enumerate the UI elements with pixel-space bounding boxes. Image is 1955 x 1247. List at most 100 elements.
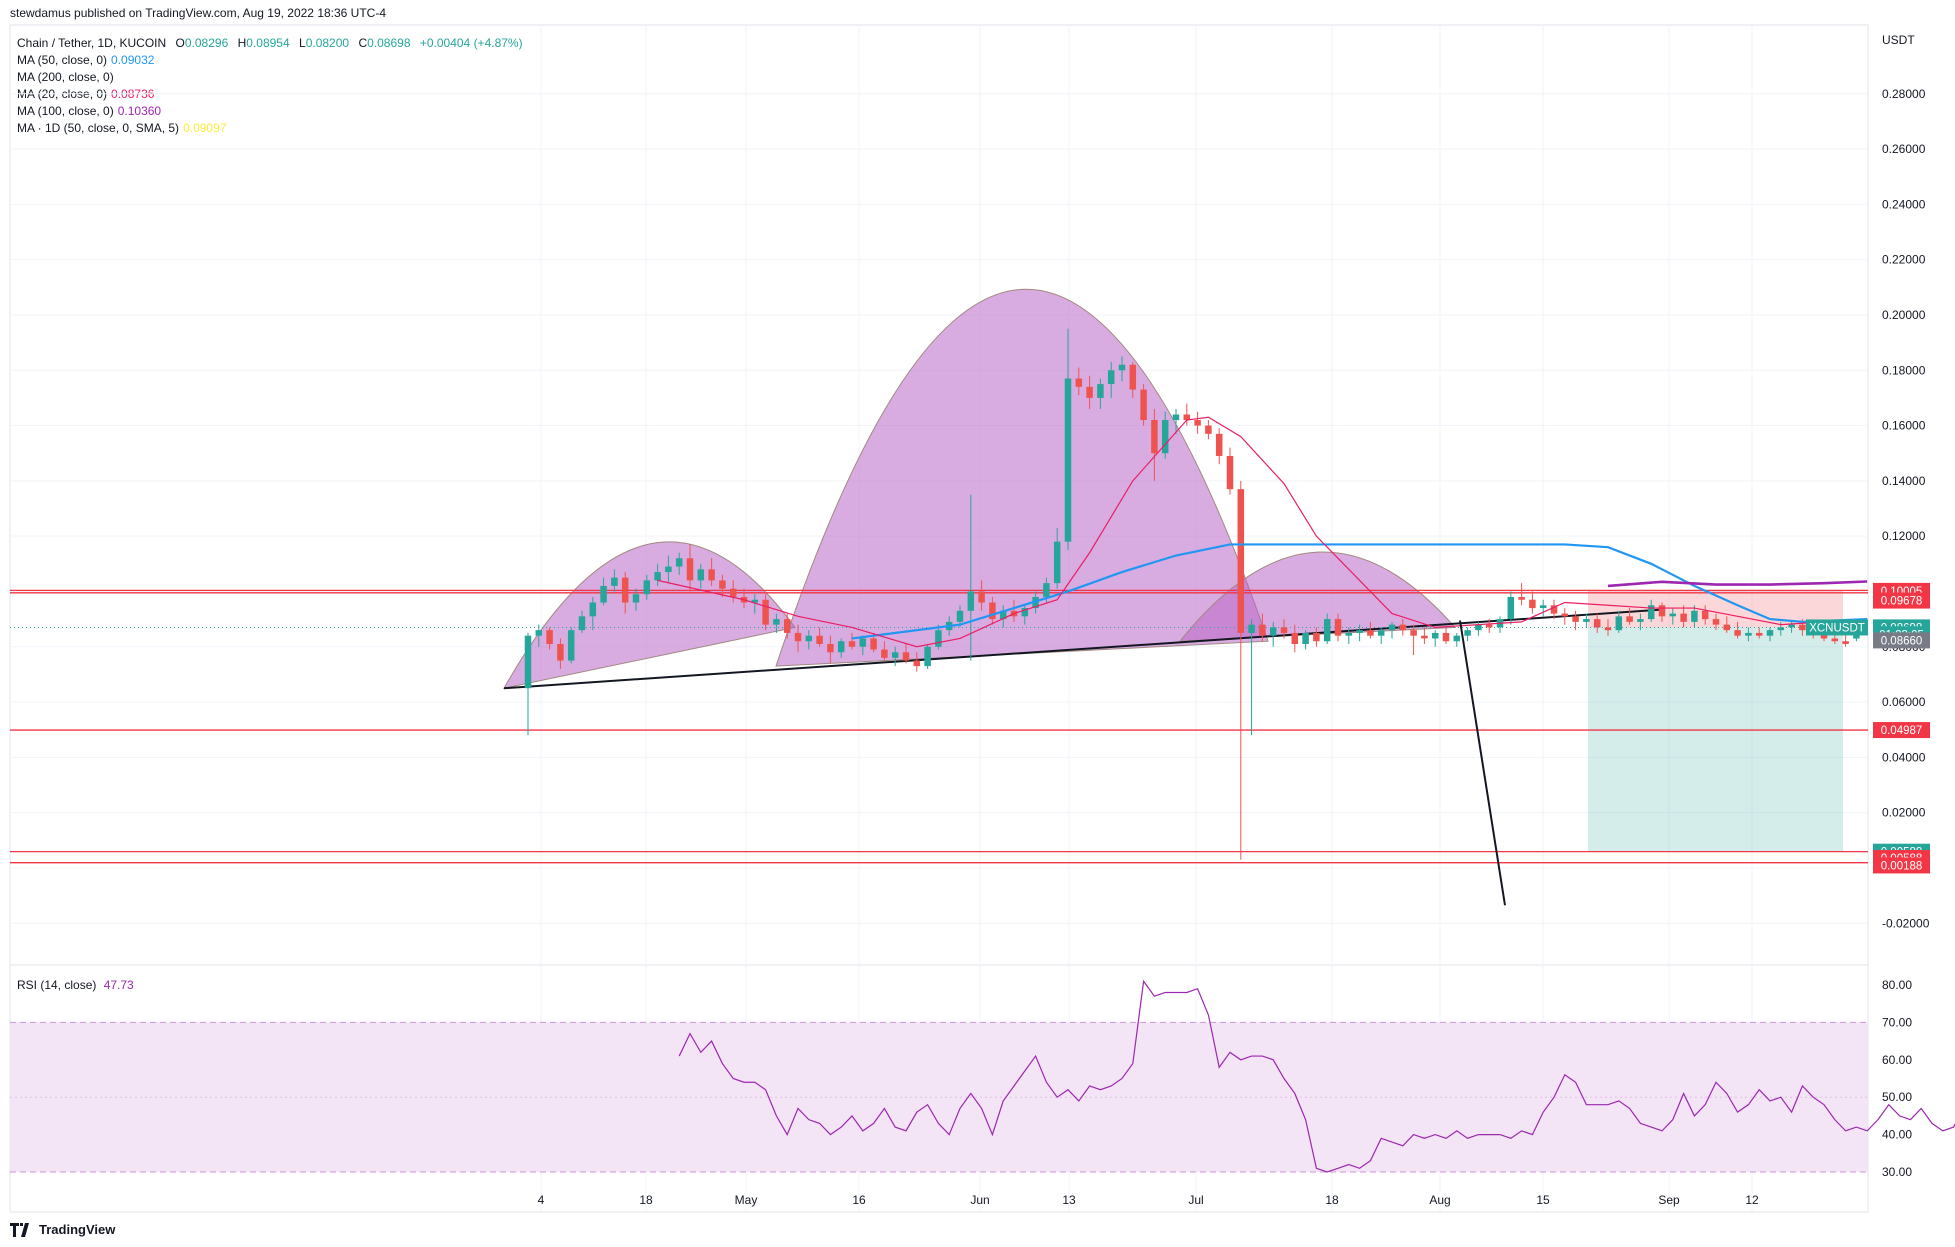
candle-body: [1788, 624, 1795, 628]
candle-body: [719, 580, 726, 589]
candle-body: [1021, 608, 1029, 617]
candle-body: [1399, 624, 1407, 631]
tradingview-logo[interactable]: TradingView: [10, 1222, 115, 1237]
candle-body: [1237, 489, 1245, 633]
ma20-line: [657, 416, 1868, 648]
symbol-legend-row[interactable]: Chain / Tether, 1D, KUCOIN O0.08296 H0.0…: [17, 35, 523, 52]
candle-body: [1367, 630, 1374, 636]
time-axis-label: 13: [1062, 1193, 1076, 1207]
candle-body: [1831, 638, 1839, 642]
candle-body: [1647, 605, 1655, 620]
price-tag-label: 0.00188: [1881, 860, 1923, 872]
price-tag-label: 0.04987: [1881, 725, 1923, 737]
candle-body: [1161, 420, 1169, 454]
candle-body: [1701, 610, 1709, 620]
indicator-value: 0.09097: [183, 121, 227, 135]
candle-body: [783, 619, 791, 633]
candles: [524, 328, 1860, 860]
rsi-axis-tick: 60.00: [1882, 1053, 1912, 1067]
price-axis-tick: 0.20000: [1882, 308, 1926, 322]
time-axis-label: 18: [1325, 1193, 1339, 1207]
price-axis-tick: -0.02000: [1882, 916, 1930, 930]
candle-body: [1248, 624, 1255, 633]
candle-body: [686, 558, 694, 581]
time-axis-label: 12: [1745, 1193, 1759, 1207]
candle-body: [729, 588, 737, 597]
time-axis-label: 4: [538, 1193, 545, 1207]
candle-body: [859, 638, 867, 647]
candle-body: [1734, 630, 1741, 636]
candle-body: [978, 591, 985, 603]
candle-body: [902, 652, 910, 661]
candle-body: [1604, 627, 1612, 631]
ma100-line: [1607, 580, 1868, 588]
candle-body: [1820, 632, 1828, 639]
moving-averages: [657, 416, 1868, 648]
indicator-ma50-row[interactable]: MA (50, close, 0) 0.09032: [17, 52, 523, 69]
candle-body: [1183, 414, 1191, 421]
tradingview-logo-icon: [10, 1222, 29, 1237]
price-tag: [1873, 592, 1930, 609]
indicator-ma100-row[interactable]: MA (100, close, 0) 0.10360: [17, 103, 523, 120]
price-axis-tick: 0.24000: [1882, 197, 1926, 211]
indicator-value: 0.09032: [111, 53, 155, 67]
candle-body: [1755, 632, 1763, 636]
candle-body: [1431, 632, 1439, 639]
low-label: L: [299, 36, 306, 50]
candle-body: [1151, 420, 1158, 454]
candle-body: [643, 580, 651, 595]
indicator-ma1d-row[interactable]: MA · 1D (50, close, 0, SMA, 5) 0.09097: [17, 120, 523, 137]
rsi-axis-tick: 80.00: [1882, 978, 1912, 992]
price-tag: [1873, 632, 1930, 649]
candle-body: [1777, 627, 1785, 631]
neckline: [503, 608, 1666, 690]
rsi-axis-tick: 70.00: [1882, 1015, 1912, 1029]
rsi-legend[interactable]: RSI (14, close) 47.73: [17, 978, 134, 992]
candle-body: [1053, 541, 1061, 584]
high-value: 0.08954: [246, 36, 290, 50]
candle-body: [805, 635, 813, 642]
candle-body: [1356, 630, 1363, 633]
take-profit-zone: [1588, 627, 1843, 852]
candle-body: [816, 635, 823, 644]
ma50-line: [851, 543, 1868, 640]
head-arc: [775, 288, 1269, 667]
candle-body: [1172, 414, 1180, 421]
position-zones: [1588, 590, 1843, 852]
candle-body: [1345, 632, 1353, 636]
candle-body: [1097, 384, 1104, 398]
candle-body: [1691, 610, 1698, 622]
candle-body: [1658, 605, 1666, 617]
chart-legend: Chain / Tether, 1D, KUCOIN O0.08296 H0.0…: [17, 35, 523, 137]
candle-body: [827, 643, 834, 653]
candle-body: [989, 602, 996, 620]
price-axis-tick: 0.28000: [1882, 87, 1926, 101]
time-axis-label: Sep: [1658, 1193, 1680, 1207]
candle-body: [1539, 605, 1547, 609]
price-axis-tick: 0.04000: [1882, 750, 1926, 764]
candle-body: [535, 630, 543, 636]
candle-body: [1269, 627, 1277, 636]
price-axis-tick: 0.02000: [1882, 806, 1926, 820]
target-projection-line: [1459, 620, 1506, 906]
candle-body: [967, 591, 975, 611]
candle-body: [935, 630, 942, 647]
candle-body: [665, 566, 672, 573]
candle-body: [1680, 613, 1687, 622]
left-shoulder-arc: [503, 541, 796, 689]
horizontal-levels: [10, 589, 1868, 864]
candle-body: [1518, 596, 1525, 600]
indicator-ma200-row[interactable]: MA (200, close, 0): [17, 69, 523, 86]
candle-body: [1583, 619, 1590, 622]
high-label: H: [237, 36, 247, 50]
candle-body: [1766, 630, 1774, 636]
time-axis-label: 16: [852, 1193, 866, 1207]
close-label: C: [358, 36, 368, 50]
candle-body: [1464, 630, 1471, 636]
rsi-value: 47.73: [103, 978, 134, 992]
candle-body: [578, 616, 586, 631]
open-value: 0.08296: [184, 36, 229, 50]
candle-body: [751, 599, 759, 603]
candle-body: [1334, 619, 1342, 636]
